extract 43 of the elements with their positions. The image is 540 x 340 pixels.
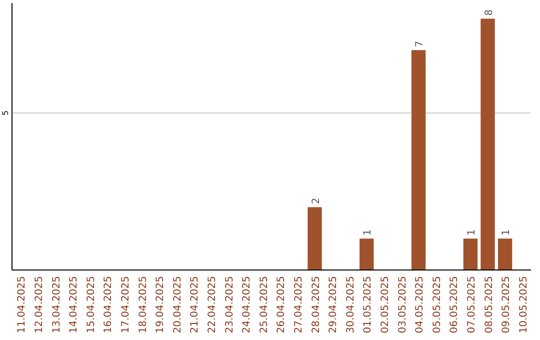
x-tick-label: 19.04.2025 xyxy=(155,276,166,334)
x-tick-label: 14.04.2025 xyxy=(68,276,80,334)
bar xyxy=(463,238,478,270)
data-label: 1 xyxy=(362,229,374,236)
data-label: 1 xyxy=(501,229,512,236)
x-tick-label: 25.04.2025 xyxy=(258,276,270,334)
data-label: 7 xyxy=(414,40,426,48)
x-tick-label: 28.04.2025 xyxy=(310,276,322,334)
x-tick-label: 09.05.2025 xyxy=(501,276,512,334)
bar xyxy=(360,238,374,270)
x-tick-label: 15.04.2025 xyxy=(86,276,97,334)
x-tick-label: 26.04.2025 xyxy=(276,276,288,334)
bar xyxy=(308,207,322,270)
x-tick-label: 22.04.2025 xyxy=(206,276,218,334)
x-tick-label: 11.04.2025 xyxy=(16,276,28,334)
x-tick-label: 02.05.2025 xyxy=(380,276,391,334)
data-label: 1 xyxy=(466,229,478,236)
x-tick-label: 27.04.2025 xyxy=(293,276,304,334)
x-tick-label: 20.04.2025 xyxy=(172,276,184,334)
data-label: 2 xyxy=(310,198,322,204)
x-tick-label: 06.05.2025 xyxy=(449,276,460,334)
x-tick-label: 30.04.2025 xyxy=(345,276,356,334)
x-tick-label: 03.05.2025 xyxy=(397,276,408,334)
x-tick-label: 04.05.2025 xyxy=(414,276,426,334)
x-tick-label: 23.04.2025 xyxy=(224,276,236,334)
x-tick-label: 05.05.2025 xyxy=(432,276,443,334)
x-tick-label: 10.05.2025 xyxy=(518,276,530,334)
x-tick-label: 13.04.2025 xyxy=(51,276,62,334)
bar xyxy=(498,238,512,270)
x-tick-label: 07.05.2025 xyxy=(466,276,478,334)
bar xyxy=(480,18,495,270)
x-tick-label: 17.04.2025 xyxy=(120,276,132,334)
bar xyxy=(411,50,426,270)
x-tick-label: 08.05.2025 xyxy=(484,276,495,334)
x-tick-label: 12.04.2025 xyxy=(34,276,45,334)
x-tick-label: 24.04.2025 xyxy=(242,276,253,334)
x-tick-label: 01.05.2025 xyxy=(362,276,374,334)
x-tick-label: 21.04.2025 xyxy=(190,276,201,334)
x-tick-label: 18.04.2025 xyxy=(138,276,149,334)
y-tick-label: 5 xyxy=(1,110,10,116)
x-tick-label: 29.04.2025 xyxy=(328,276,340,334)
x-tick-label: 16.04.2025 xyxy=(103,276,114,334)
data-label: 8 xyxy=(484,9,495,16)
